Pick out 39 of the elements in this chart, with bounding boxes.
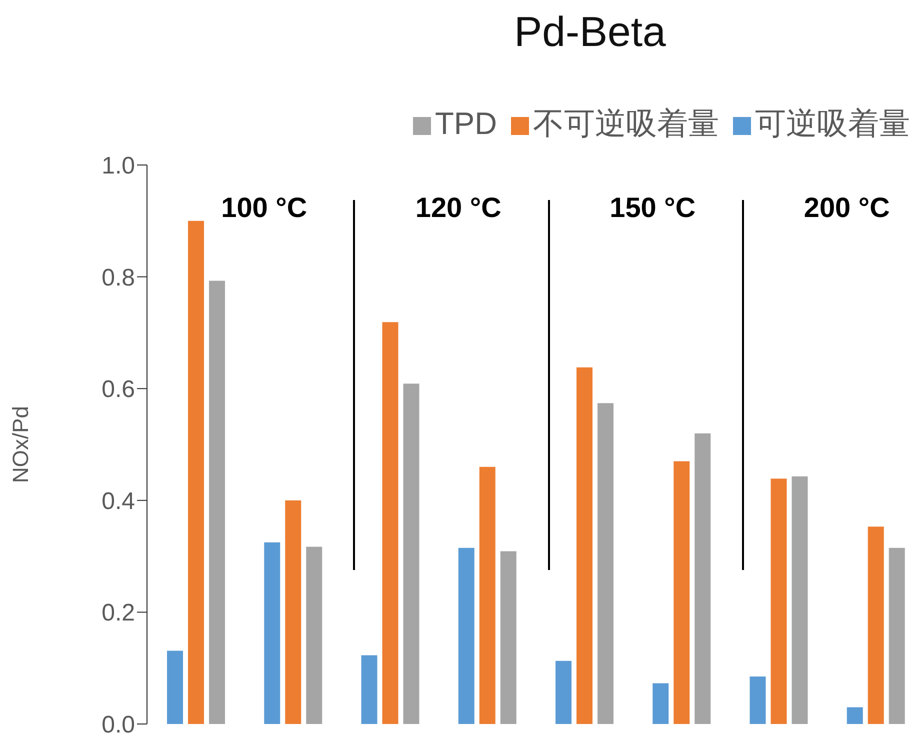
bar <box>598 403 614 724</box>
bar <box>479 466 496 724</box>
legend-label: 可逆吸着量 <box>755 106 910 141</box>
y-tick-label: 0.6 <box>102 376 135 404</box>
bar <box>458 548 474 724</box>
bar <box>306 546 322 724</box>
legend-label: 不可逆吸着量 <box>533 106 719 141</box>
bar <box>167 650 183 724</box>
bar <box>556 660 572 724</box>
bar <box>382 322 398 724</box>
bar <box>576 367 592 724</box>
annotation: 150 °C <box>608 192 697 224</box>
bar <box>361 655 378 724</box>
bar <box>868 526 884 724</box>
y-tick-label: 0.0 <box>102 712 135 735</box>
bar <box>403 384 420 724</box>
y-tick-label: 0.8 <box>102 264 135 292</box>
bar <box>750 676 766 724</box>
chart-title: Pd-Beta <box>513 8 667 56</box>
bar <box>770 478 787 724</box>
bar <box>188 220 204 724</box>
bar <box>264 542 280 724</box>
bar <box>285 500 302 724</box>
y-axis-title: NOx/Pd <box>8 406 33 484</box>
bar <box>674 461 690 724</box>
annotation: 120 °C <box>414 192 502 224</box>
bar <box>500 551 516 724</box>
annotation: 200 °C <box>802 192 891 224</box>
bar <box>792 476 808 724</box>
y-tick-label: 0.2 <box>102 600 135 627</box>
bar <box>888 548 905 724</box>
bar <box>694 433 711 724</box>
legend-label: TPD <box>435 106 497 141</box>
bar <box>652 683 669 724</box>
bar <box>209 280 225 724</box>
y-tick-label: 1.0 <box>102 152 135 180</box>
annotation: 100 °C <box>220 192 308 224</box>
y-tick-label: 0.4 <box>102 488 135 515</box>
bar <box>846 707 863 724</box>
